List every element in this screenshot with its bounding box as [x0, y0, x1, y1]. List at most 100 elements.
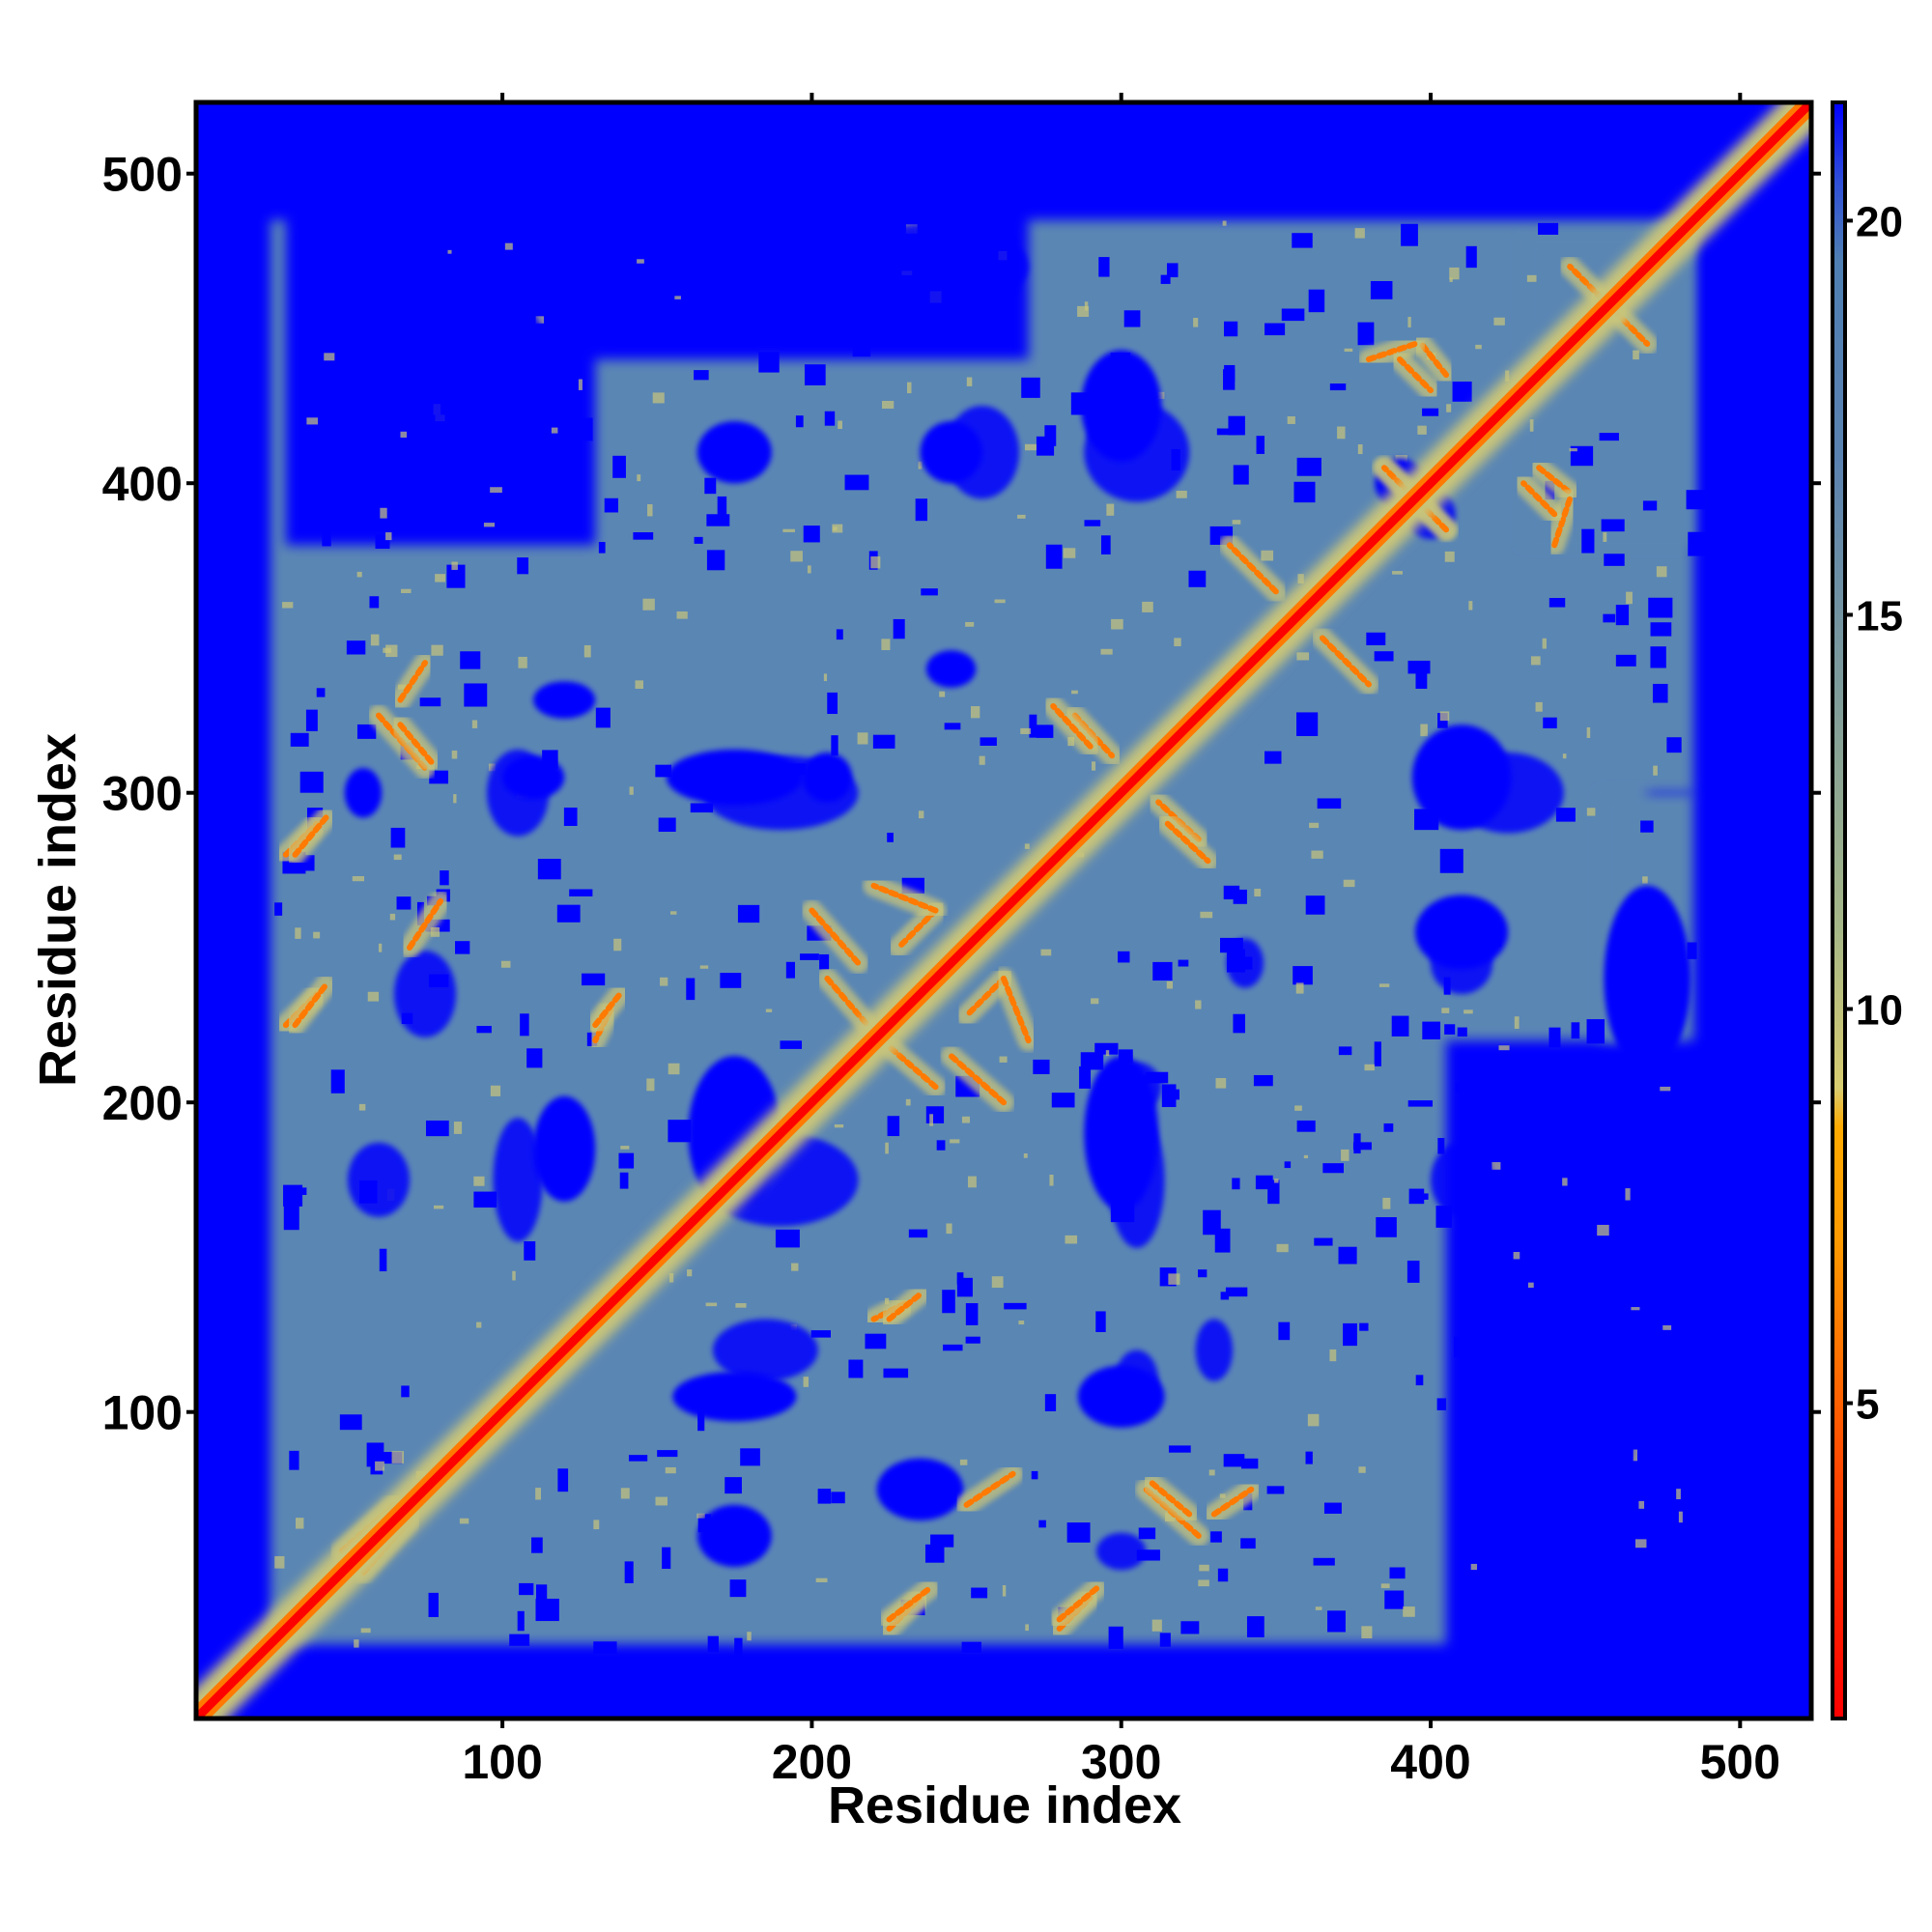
near-speckle: [1527, 1282, 1534, 1288]
near-speckle: [1023, 1153, 1028, 1158]
near-speckle: [358, 1103, 366, 1111]
far-speckle: [1233, 889, 1247, 904]
near-speckle: [1166, 980, 1174, 989]
far-speckle: [686, 978, 696, 1001]
near-speckle: [676, 611, 688, 619]
near-speckle: [823, 673, 828, 682]
far-speckle: [517, 1610, 525, 1632]
far-speckle: [455, 941, 470, 954]
far-speckle: [1305, 895, 1325, 915]
far-speckle: [557, 1468, 569, 1492]
contact-line: [407, 897, 444, 951]
y-axis-ticks: 100 200 300 400 500: [102, 148, 196, 1440]
far-speckle: [1374, 1041, 1381, 1066]
contact-line: [292, 981, 329, 1029]
far-speckle: [464, 683, 488, 707]
colorbar-ticks: 5 10 15 20: [1845, 198, 1903, 1429]
near-speckle: [1380, 1583, 1390, 1589]
far-speckle: [800, 953, 819, 960]
far-speckle: [1370, 280, 1393, 299]
far-speckle: [1038, 1520, 1046, 1528]
y-tick-label: 200: [102, 1076, 183, 1130]
far-speckle: [1159, 1633, 1171, 1647]
near-speckle: [791, 1263, 799, 1271]
near-speckle: [882, 400, 895, 410]
far-speckle: [1160, 274, 1171, 284]
far-speckle: [1118, 951, 1130, 963]
contact-line: [886, 1043, 939, 1091]
near-speckle: [1446, 404, 1452, 412]
near-speckle: [1676, 1489, 1681, 1500]
near-speckle: [551, 427, 558, 434]
near-speckle: [1198, 1579, 1209, 1587]
far-speckle: [339, 1414, 362, 1431]
far-region-mirror: [493, 1118, 543, 1242]
near-speckle: [1378, 983, 1390, 987]
colorbar-tick-label: 15: [1856, 592, 1903, 639]
far-speckle: [612, 455, 626, 478]
far-speckle: [817, 1489, 832, 1504]
near-speckle: [393, 854, 402, 861]
near-speckle: [620, 1488, 630, 1499]
far-speckle: [1138, 1527, 1156, 1540]
contact-line: [1164, 820, 1211, 865]
far-speckle: [944, 723, 961, 730]
near-speckle: [655, 1496, 668, 1506]
near-speckle: [1091, 998, 1099, 1005]
far-speckle: [1216, 428, 1237, 436]
far-speckle: [785, 961, 795, 979]
far-region-mirror: [393, 281, 550, 438]
far-speckle: [1531, 1106, 1541, 1125]
far-speckle: [1545, 480, 1555, 500]
far-speckle: [836, 629, 843, 640]
near-speckle: [401, 588, 412, 594]
near-speckle: [1633, 350, 1639, 360]
far-speckle: [322, 529, 331, 547]
far-speckle: [1406, 1260, 1420, 1283]
near-speckle: [453, 794, 457, 804]
far-speckle: [1465, 245, 1477, 269]
near-speckle: [1634, 1539, 1647, 1548]
far-speckle: [1642, 1313, 1651, 1330]
near-speckle: [637, 259, 644, 264]
near-speckle: [1199, 1564, 1209, 1572]
far-speckle: [734, 1637, 743, 1662]
contact-line: [1396, 356, 1435, 394]
far-region-mirror: [487, 749, 550, 837]
near-speckle: [1311, 850, 1323, 859]
far-speckle: [1389, 1567, 1406, 1579]
far-speckle: [1281, 308, 1305, 322]
far-speckle: [1415, 668, 1428, 690]
far-speckle: [1601, 519, 1625, 532]
far-speckle: [780, 1040, 803, 1049]
near-speckle: [1597, 1224, 1609, 1236]
far-region-mirror: [1431, 1142, 1493, 1217]
near-speckle: [282, 602, 294, 609]
far-speckle: [1455, 1082, 1477, 1093]
far-speckle: [317, 326, 332, 340]
near-speckle: [832, 524, 843, 533]
far-speckle: [819, 953, 830, 970]
near-speckle: [356, 571, 362, 578]
far-speckle: [887, 1116, 900, 1137]
plot-frame: [193, 99, 1814, 1721]
far-speckle: [1284, 1161, 1292, 1169]
near-speckle: [637, 474, 641, 482]
far-speckle: [1359, 1322, 1369, 1331]
far-speckle: [1688, 531, 1713, 556]
contact-line: [1149, 1480, 1193, 1518]
near-speckle: [1514, 1016, 1520, 1029]
far-speckle: [1036, 724, 1054, 738]
top-axis-ticks: [500, 93, 1743, 102]
far-speckle: [526, 1048, 543, 1068]
far-speckle: [1474, 1321, 1485, 1339]
diagonal-line: [196, 102, 1811, 1719]
near-speckle: [1091, 761, 1096, 771]
near-speckle: [803, 1377, 810, 1387]
near-speckle: [1463, 1009, 1473, 1014]
far-speckle: [657, 1450, 678, 1458]
far-region-mirror: [1195, 1319, 1234, 1381]
x-axis-label: Residue index: [828, 1776, 1181, 1834]
far-speckle: [1550, 1527, 1568, 1551]
near-speckle: [1168, 1273, 1180, 1285]
